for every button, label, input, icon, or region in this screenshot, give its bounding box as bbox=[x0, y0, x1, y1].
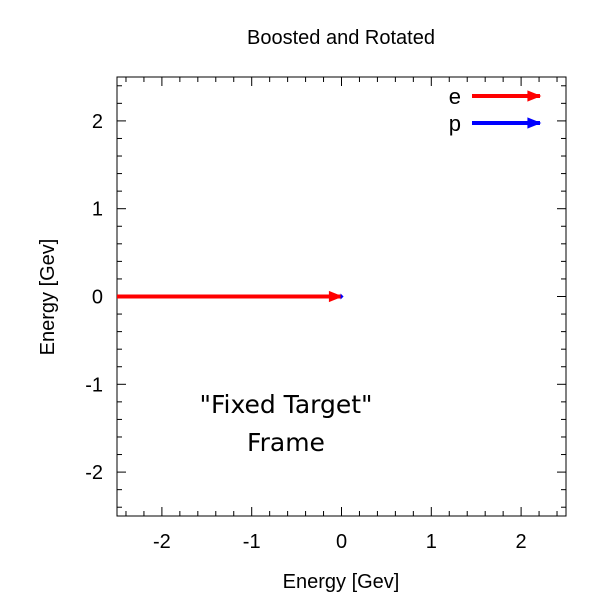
chart-title: Boosted and Rotated bbox=[247, 27, 435, 49]
y-tick-label: 1 bbox=[92, 199, 103, 221]
y-tick-label: 2 bbox=[92, 111, 103, 133]
y-tick-label: -1 bbox=[85, 374, 103, 396]
annotation-line-1: "Fixed Target" bbox=[199, 390, 372, 419]
x-tick-label: 0 bbox=[336, 531, 347, 553]
vectors bbox=[117, 290, 344, 303]
y-tick-label: 0 bbox=[92, 287, 103, 309]
x-axis-label: Energy [Gev] bbox=[283, 571, 400, 593]
legend-label-p: p bbox=[449, 111, 461, 136]
tick-labels: -2 -1 0 1 2 -2 -1 0 1 2 bbox=[85, 111, 526, 553]
y-tick-label: -2 bbox=[85, 462, 103, 484]
x-tick-label: 1 bbox=[426, 531, 437, 553]
x-tick-label: -2 bbox=[153, 531, 171, 553]
annotation-line-2: Frame bbox=[247, 428, 325, 457]
x-tick-label: -1 bbox=[243, 531, 261, 553]
y-axis-label: Energy [Gev] bbox=[37, 239, 59, 356]
legend: ep bbox=[449, 84, 542, 136]
legend-label-e: e bbox=[449, 84, 461, 109]
x-tick-label: 2 bbox=[516, 531, 527, 553]
vector-p bbox=[340, 293, 344, 300]
axis-ticks bbox=[117, 77, 566, 516]
